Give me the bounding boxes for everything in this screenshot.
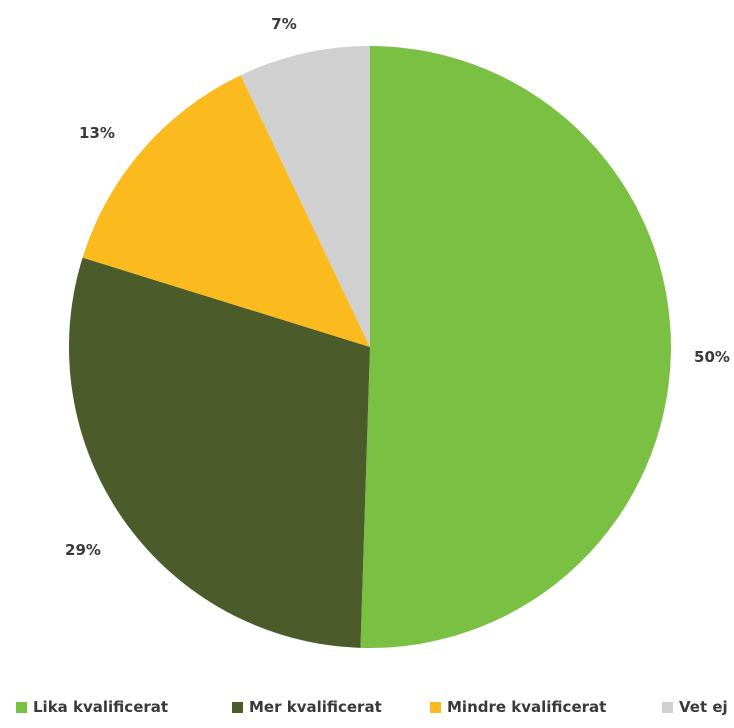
legend-label: Vet ej — [679, 698, 728, 716]
data-label-mindre-kvalificerat: 13% — [79, 124, 115, 142]
data-label-mer-kvalificerat: 29% — [65, 541, 101, 559]
pie-slice-vet-ej — [240, 46, 370, 347]
pie-data-labels: 50% 29% 13% 7% — [65, 15, 730, 559]
legend-label: Mindre kvalificerat — [447, 698, 606, 716]
legend-item-vet-ej: Vet ej — [662, 698, 728, 716]
legend-swatch — [430, 702, 441, 713]
legend-label: Lika kvalificerat — [33, 698, 168, 716]
data-label-lika-kvalificerat: 50% — [694, 348, 730, 366]
legend-item-mindre-kvalificerat: Mindre kvalificerat — [430, 698, 606, 716]
legend: Lika kvalificerat Mer kvalificerat Mindre … — [16, 698, 728, 716]
legend-swatch — [16, 702, 27, 713]
data-label-vet-ej: 7% — [271, 15, 296, 33]
pie-slice-mindre-kvalificerat — [82, 75, 370, 347]
legend-swatch — [662, 702, 673, 713]
legend-item-lika-kvalificerat: Lika kvalificerat — [16, 698, 168, 716]
pie-slice-lika-kvalificerat — [360, 46, 671, 649]
legend-item-mer-kvalificerat: Mer kvalificerat — [232, 698, 382, 716]
legend-swatch — [232, 702, 243, 713]
pie-slices — [68, 46, 671, 649]
legend-label: Mer kvalificerat — [249, 698, 382, 716]
pie-slice-mer-kvalificerat — [68, 257, 371, 648]
